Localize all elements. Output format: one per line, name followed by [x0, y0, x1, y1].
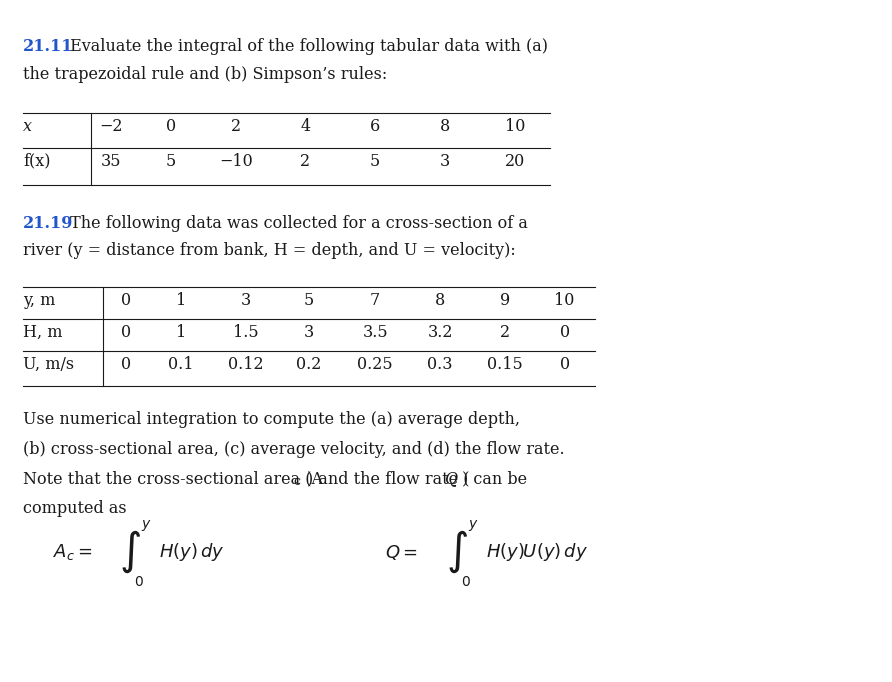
- Text: Note that the cross-sectional area (A: Note that the cross-sectional area (A: [23, 471, 323, 488]
- Text: U, m/s: U, m/s: [23, 356, 74, 373]
- Text: $0$: $0$: [134, 575, 144, 589]
- Text: $H(y)U(y)\, dy$: $H(y)U(y)\, dy$: [486, 541, 588, 563]
- Text: 0: 0: [559, 356, 570, 373]
- Text: 6: 6: [370, 118, 380, 135]
- Text: $Q = $: $Q = $: [385, 543, 418, 562]
- Text: 1: 1: [176, 292, 186, 309]
- Text: y, m: y, m: [23, 292, 55, 309]
- Text: $\int$: $\int$: [446, 529, 468, 576]
- Text: 3: 3: [303, 324, 314, 341]
- Text: 1.5: 1.5: [233, 324, 259, 341]
- Text: 8: 8: [435, 292, 445, 309]
- Text: 0.12: 0.12: [227, 356, 263, 373]
- Text: c: c: [293, 475, 301, 488]
- Text: 5: 5: [370, 153, 380, 170]
- Text: 1: 1: [176, 324, 186, 341]
- Text: 0: 0: [121, 292, 131, 309]
- Text: $y$: $y$: [468, 518, 479, 533]
- Text: 2: 2: [301, 153, 310, 170]
- Text: $y$: $y$: [141, 518, 152, 533]
- Text: 3: 3: [440, 153, 450, 170]
- Text: 0.2: 0.2: [296, 356, 321, 373]
- Text: $0$: $0$: [461, 575, 471, 589]
- Text: 21.19: 21.19: [23, 215, 74, 231]
- Text: Evaluate the integral of the following tabular data with (a): Evaluate the integral of the following t…: [65, 38, 549, 55]
- Text: −2: −2: [99, 118, 123, 135]
- Text: 5: 5: [166, 153, 176, 170]
- Text: computed as: computed as: [23, 501, 127, 518]
- Text: 3.2: 3.2: [427, 324, 453, 341]
- Text: 0.1: 0.1: [168, 356, 194, 373]
- Text: 7: 7: [370, 292, 380, 309]
- Text: 8: 8: [440, 118, 450, 135]
- Text: ) and the flow rate (: ) and the flow rate (: [308, 471, 470, 488]
- Text: f(x): f(x): [23, 153, 51, 170]
- Text: 5: 5: [303, 292, 314, 309]
- Text: 0.15: 0.15: [487, 356, 523, 373]
- Text: 2: 2: [500, 324, 510, 341]
- Text: 0: 0: [166, 118, 176, 135]
- Text: H, m: H, m: [23, 324, 62, 341]
- Text: Q: Q: [444, 471, 457, 488]
- Text: 0: 0: [121, 324, 131, 341]
- Text: 4: 4: [301, 118, 310, 135]
- Text: 0.25: 0.25: [358, 356, 393, 373]
- Text: river (y = distance from bank, H = depth, and U = velocity):: river (y = distance from bank, H = depth…: [23, 242, 516, 259]
- Text: 0: 0: [121, 356, 131, 373]
- Text: ) can be: ) can be: [462, 471, 527, 488]
- Text: 21.11: 21.11: [23, 38, 74, 55]
- Text: the trapezoidal rule and (b) Simpson’s rules:: the trapezoidal rule and (b) Simpson’s r…: [23, 66, 387, 83]
- Text: (b) cross-sectional area, (c) average velocity, and (d) the flow rate.: (b) cross-sectional area, (c) average ve…: [23, 441, 565, 458]
- Text: $A_c = $: $A_c = $: [54, 542, 93, 562]
- Text: 0.3: 0.3: [427, 356, 453, 373]
- Text: 3.5: 3.5: [362, 324, 388, 341]
- Text: 10: 10: [505, 118, 525, 135]
- Text: x: x: [23, 118, 32, 135]
- Text: −10: −10: [219, 153, 252, 170]
- Text: Use numerical integration to compute the (a) average depth,: Use numerical integration to compute the…: [23, 411, 520, 428]
- Text: 3: 3: [241, 292, 251, 309]
- Text: $\int$: $\int$: [119, 529, 141, 576]
- Text: 2: 2: [231, 118, 241, 135]
- Text: 20: 20: [505, 153, 524, 170]
- Text: 9: 9: [500, 292, 510, 309]
- Text: $H(y)\, dy$: $H(y)\, dy$: [159, 541, 224, 563]
- Text: 35: 35: [101, 153, 121, 170]
- Text: The following data was collected for a cross-section of a: The following data was collected for a c…: [65, 215, 528, 231]
- Text: 10: 10: [555, 292, 574, 309]
- Text: 0: 0: [559, 324, 570, 341]
